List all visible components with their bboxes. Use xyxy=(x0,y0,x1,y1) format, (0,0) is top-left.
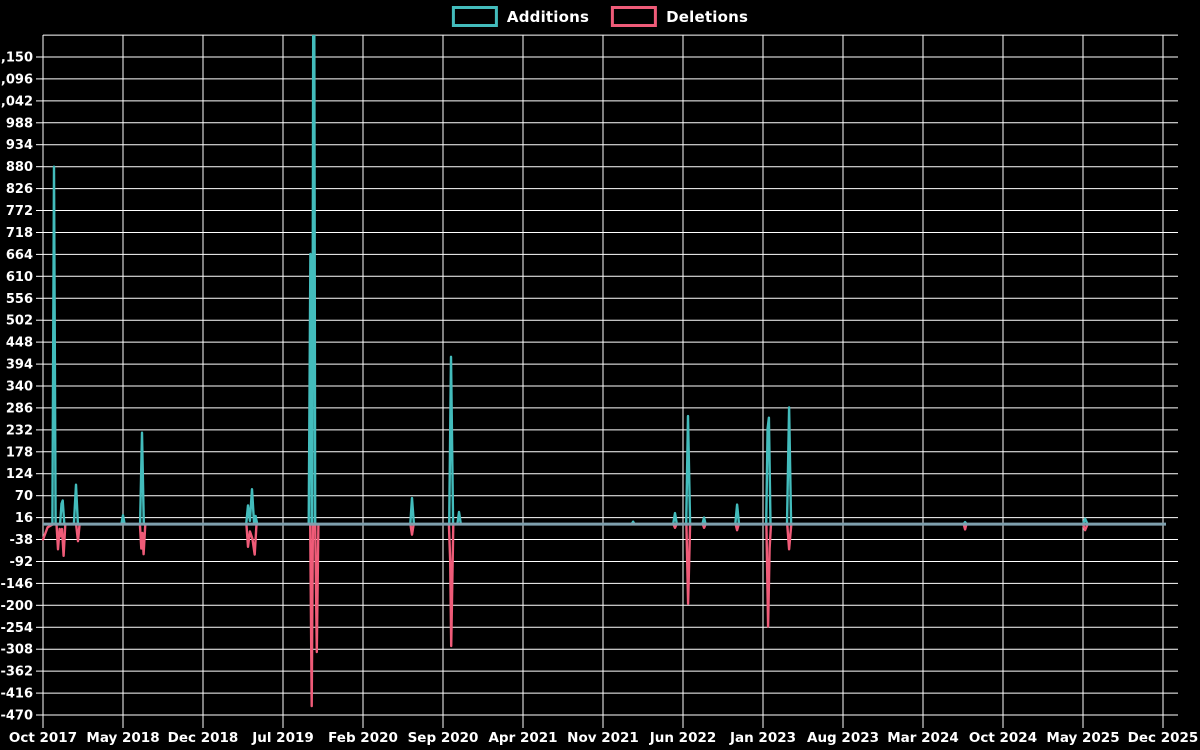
y-tick-label: 340 xyxy=(6,380,33,395)
chart-legend: Additions Deletions xyxy=(451,6,748,27)
y-tick-label: 826 xyxy=(6,182,33,197)
y-tick-label: 178 xyxy=(6,445,33,460)
y-tick-label: 502 xyxy=(6,314,33,329)
y-tick-label: 70 xyxy=(15,489,33,504)
y-tick-label: 1,150 xyxy=(0,51,33,66)
y-tick-label: -470 xyxy=(0,709,33,724)
x-tick-label: Feb 2020 xyxy=(328,730,398,746)
legend-label-deletions: Deletions xyxy=(666,7,749,26)
y-tick-label: -362 xyxy=(0,665,33,680)
legend-item-additions[interactable]: Additions xyxy=(451,6,590,27)
y-tick-label: 124 xyxy=(6,467,33,482)
x-tick-label: Dec 2025 xyxy=(1128,730,1199,746)
y-tick-label: 934 xyxy=(6,138,33,153)
y-tick-label: 556 xyxy=(6,292,33,307)
y-tick-label: -308 xyxy=(0,643,33,658)
y-tick-label: 232 xyxy=(6,423,33,438)
x-tick-label: Sep 2020 xyxy=(408,730,479,746)
y-tick-label: -254 xyxy=(0,621,33,636)
y-tick-label: 988 xyxy=(6,116,33,131)
y-tick-label: -38 xyxy=(10,533,34,548)
x-tick-label: Jun 2022 xyxy=(649,730,717,746)
x-tick-label: Jul 2019 xyxy=(251,730,314,746)
y-tick-label: 394 xyxy=(6,358,33,373)
x-tick-label: Mar 2024 xyxy=(887,730,958,746)
x-tick-label: Nov 2021 xyxy=(567,730,639,746)
legend-item-deletions[interactable]: Deletions xyxy=(611,6,748,27)
additions-swatch-icon xyxy=(451,6,498,27)
x-tick-label: Oct 2024 xyxy=(969,730,1037,746)
y-tick-label: -416 xyxy=(0,687,33,702)
deletions-line xyxy=(41,522,1089,708)
additions-line xyxy=(51,35,1089,526)
x-tick-label: May 2025 xyxy=(1046,730,1119,746)
y-tick-label: 286 xyxy=(6,401,33,416)
y-tick-label: 1,042 xyxy=(0,94,33,109)
legend-label-additions: Additions xyxy=(506,7,590,26)
x-tick-label: Dec 2018 xyxy=(168,730,239,746)
y-tick-label: 1,096 xyxy=(0,72,33,87)
x-tick-label: Apr 2021 xyxy=(488,730,557,746)
y-tick-label: 772 xyxy=(6,204,33,219)
y-tick-label: -92 xyxy=(10,555,34,570)
y-tick-label: 16 xyxy=(15,511,33,526)
y-tick-label: 718 xyxy=(6,226,33,241)
gridlines xyxy=(36,34,1178,728)
axis-labels: 1,150 1,096 1,042 988 934 880 826 772 718 664 610 5… xyxy=(0,51,1198,747)
deletions-swatch-icon xyxy=(611,6,658,27)
y-tick-label: 880 xyxy=(6,160,33,175)
y-tick-label: 610 xyxy=(6,270,33,285)
x-tick-label: Jan 2023 xyxy=(729,730,796,746)
x-tick-label: Oct 2017 xyxy=(9,730,77,746)
x-tick-label: Aug 2023 xyxy=(807,730,879,746)
y-tick-label: 664 xyxy=(6,248,33,263)
y-tick-label: -200 xyxy=(0,599,33,614)
x-tick-label: May 2018 xyxy=(86,730,159,746)
y-tick-label: -146 xyxy=(0,577,33,592)
y-tick-label: 448 xyxy=(6,336,33,351)
